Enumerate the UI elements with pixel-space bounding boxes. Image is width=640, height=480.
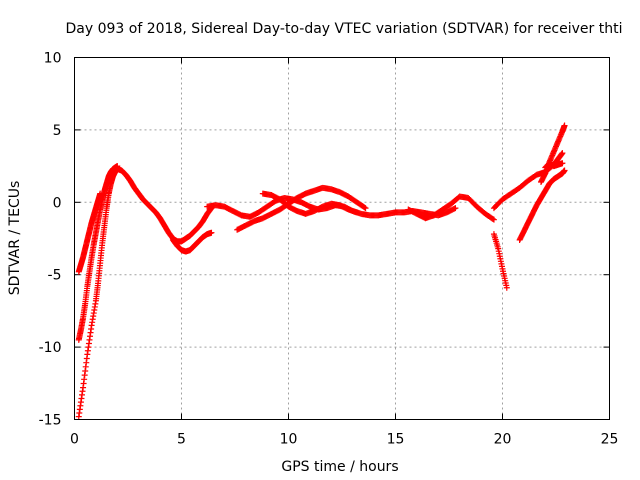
series-track-3: [75, 190, 104, 275]
y-tick-label: -10: [39, 340, 62, 356]
y-tick-label: 5: [53, 123, 62, 139]
data-point: [452, 205, 459, 212]
x-axis-label: GPS time / hours: [281, 459, 398, 475]
y-tick-label: 10: [44, 51, 62, 67]
y-axis-label: SDTVAR / TECUs: [7, 181, 23, 296]
series-track-4: [169, 229, 215, 255]
data-point: [114, 163, 121, 170]
series-track-1: [75, 165, 215, 420]
chart-title: Day 093 of 2018, Sidereal Day-to-day VTE…: [66, 21, 623, 37]
data-point: [559, 150, 566, 157]
series-track-9: [490, 231, 510, 291]
data-point: [490, 216, 497, 223]
data-point: [489, 215, 496, 222]
x-tick-label: 10: [280, 432, 298, 448]
x-tick-label: 15: [387, 432, 405, 448]
data-point: [353, 209, 360, 216]
series-track-2: [75, 163, 121, 343]
x-tick-label: 5: [177, 432, 186, 448]
data-point: [559, 160, 566, 167]
series-track-11: [516, 167, 568, 243]
data-point: [97, 190, 104, 197]
axis-ticks: 0 5 10 15 20 25 -15 -10 -5 0 5 10: [39, 51, 619, 448]
y-tick-label: -15: [39, 413, 62, 429]
data-point: [561, 167, 568, 174]
series-track-8: [405, 193, 497, 223]
y-tick-label: 0: [53, 195, 62, 211]
x-tick-label: 25: [601, 432, 619, 448]
data-point: [503, 284, 510, 291]
data-point: [362, 205, 369, 212]
series-track-7: [259, 190, 360, 217]
data-point: [208, 229, 215, 236]
y-tick-label: -5: [48, 268, 62, 284]
grid-lines: [74, 57, 610, 420]
data-points: [75, 122, 568, 420]
x-tick-label: 0: [70, 432, 79, 448]
plot-frame: [74, 57, 610, 420]
series-track-13: [542, 160, 566, 171]
data-point: [561, 122, 568, 129]
x-tick-label: 20: [494, 432, 512, 448]
data-point: [361, 204, 368, 211]
